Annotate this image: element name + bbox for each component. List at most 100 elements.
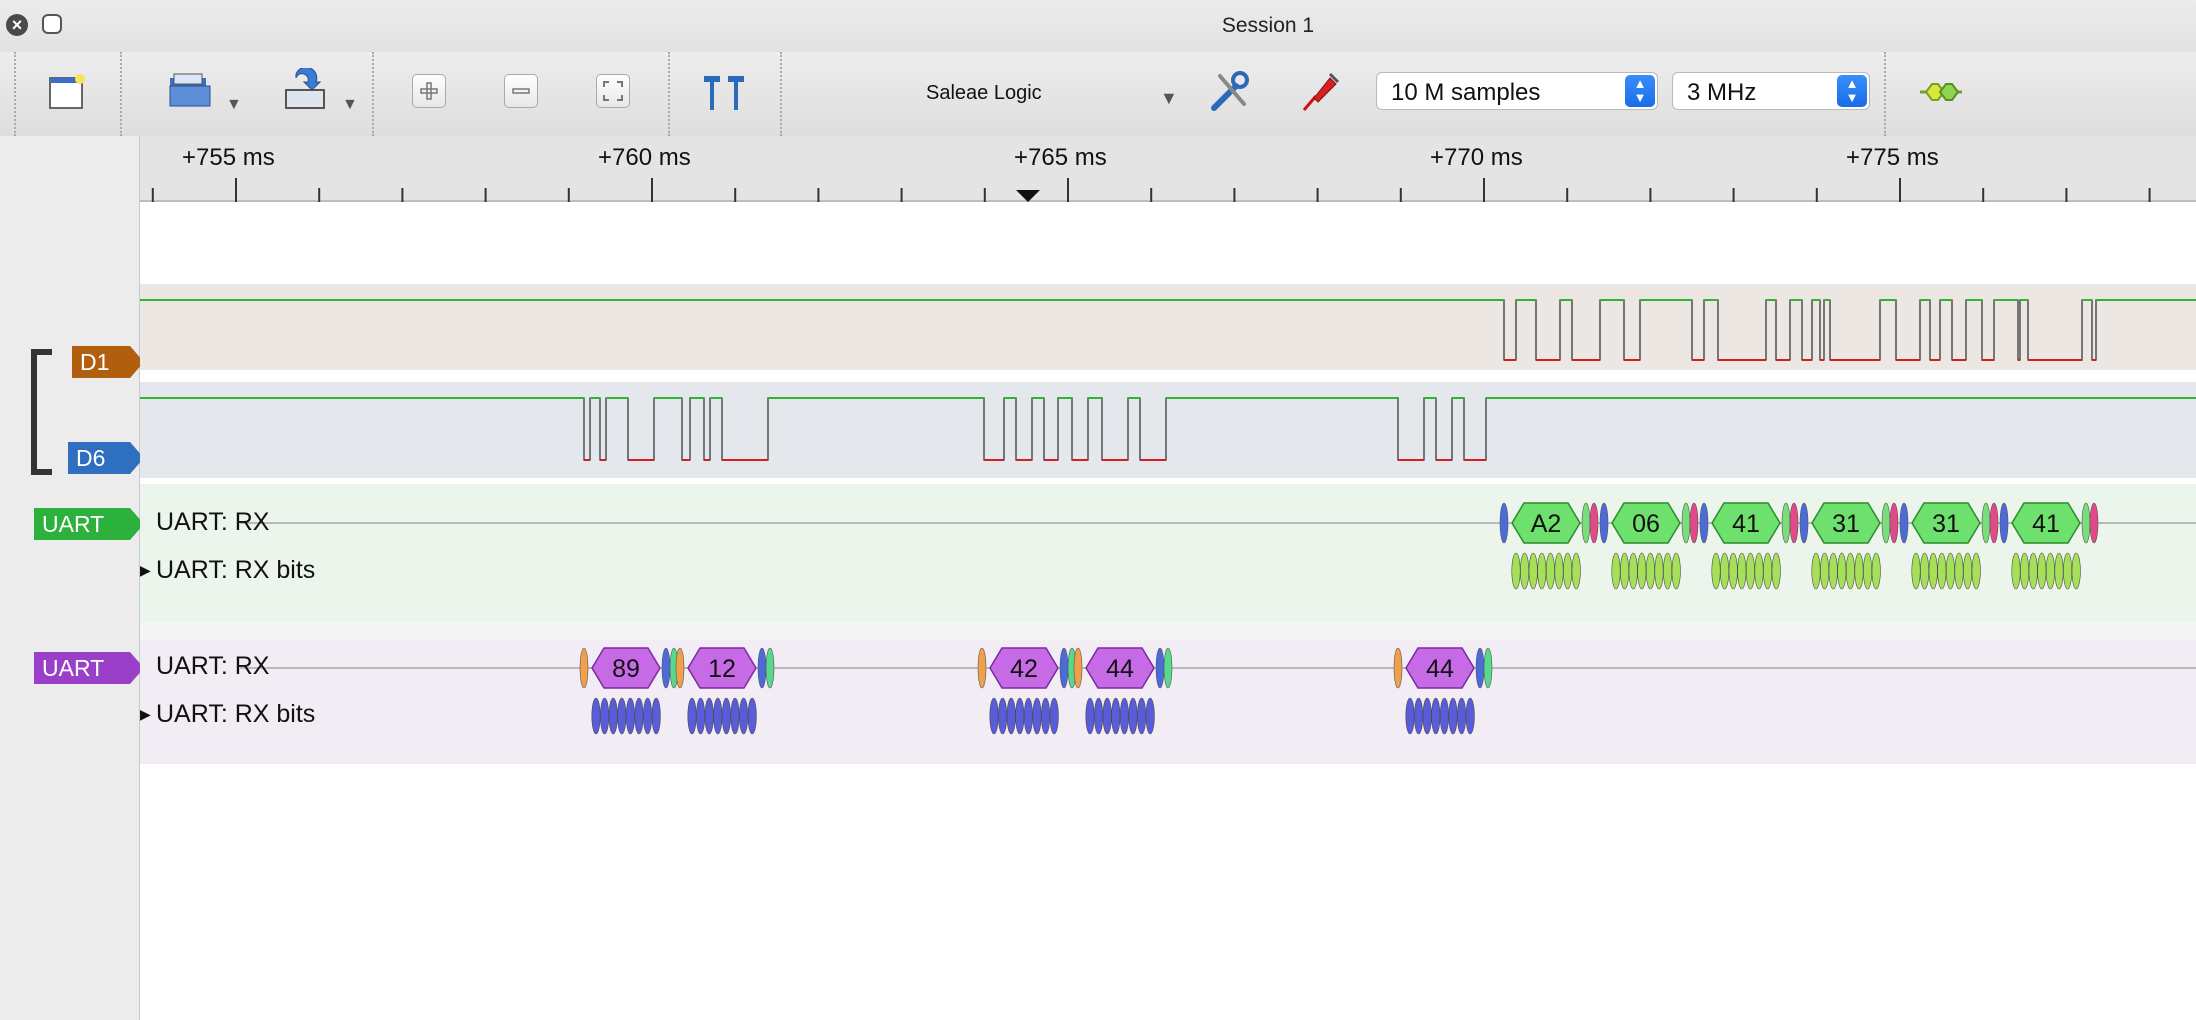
- bit-mark: [1102, 697, 1112, 735]
- bit-mark: [1015, 697, 1025, 735]
- uart-2-byte: 89: [591, 647, 661, 689]
- export-icon: [285, 66, 325, 109]
- byte-frame: [1911, 502, 1981, 544]
- uart-1-byte: 31: [1811, 502, 1881, 544]
- byte-frame: [1085, 647, 1155, 689]
- channel-label-d6: D6: [76, 445, 106, 471]
- bit-mark: [1137, 697, 1147, 735]
- bit-mark: [1571, 552, 1581, 590]
- bit-mark: [651, 697, 661, 735]
- uart-1-bits: [1711, 552, 1781, 590]
- cursor-marker-icon: [1016, 190, 1040, 202]
- analyzers-button[interactable]: [1918, 78, 1964, 106]
- expand-uart-1-bits-icon[interactable]: ▶: [140, 562, 151, 578]
- bit-mark: [1854, 552, 1864, 590]
- byte-frame: [1811, 502, 1881, 544]
- zoom-fit-button[interactable]: [596, 74, 630, 108]
- zoom-in-button[interactable]: [412, 74, 446, 108]
- stop-bit-mark: [1155, 647, 1165, 689]
- waveform-area[interactable]: A2 06 41 31 31 41 89 12 42 44 44 UART: RX ▶ UART: …: [140, 202, 2196, 1020]
- toolbar-separator: [120, 52, 122, 136]
- bit-mark: [1422, 697, 1432, 735]
- new-session-button[interactable]: [48, 72, 86, 110]
- bit-mark: [2011, 552, 2021, 590]
- uart-1-byte: A2: [1511, 502, 1581, 544]
- bit-mark: [1863, 552, 1873, 590]
- bit-mark: [1448, 697, 1458, 735]
- bit-mark: [730, 697, 740, 735]
- export-button[interactable]: [282, 66, 328, 112]
- bit-mark: [1720, 552, 1730, 590]
- start-bit-mark: [1073, 647, 1083, 689]
- analyzer-icon: [1920, 83, 1962, 101]
- bit-mark: [1737, 552, 1747, 590]
- device-name[interactable]: Saleae Logic: [926, 82, 1042, 104]
- bit-mark: [1049, 697, 1059, 735]
- trigger-probe-button[interactable]: [1300, 70, 1340, 114]
- tick-label: +765 ms: [1014, 144, 1107, 171]
- bit-mark: [2028, 552, 2038, 590]
- add-marker-button[interactable]: [700, 72, 750, 112]
- analyzer-tag-uart-1[interactable]: UART: [34, 508, 144, 540]
- rate-stepper[interactable]: ▲ ▼: [1837, 75, 1867, 107]
- expand-uart-2-bits-icon[interactable]: ▶: [140, 706, 151, 722]
- stop-bit-mark: [1483, 647, 1493, 689]
- samples-select[interactable]: 10 M samples ▲ ▼: [1376, 72, 1658, 110]
- bit-mark: [1937, 552, 1947, 590]
- channel-tag-d1[interactable]: D1: [72, 346, 144, 378]
- bit-mark: [2037, 552, 2047, 590]
- start-bit-mark: [1393, 647, 1403, 689]
- d1-waveform: [140, 299, 2196, 361]
- bit-mark: [1711, 552, 1721, 590]
- toolbar-separator: [372, 52, 374, 136]
- bit-mark: [1845, 552, 1855, 590]
- bit-mark: [1457, 697, 1467, 735]
- stop-bit-mark: [1989, 502, 1999, 544]
- bit-mark: [1963, 552, 1973, 590]
- bit-mark: [1745, 552, 1755, 590]
- uart-1-bits: [1611, 552, 1681, 590]
- time-ruler[interactable]: +755 ms +760 ms +765 ms +770 ms +775 ms: [140, 136, 2196, 202]
- uart-2-bits: [687, 697, 757, 735]
- export-dropdown-arrow[interactable]: ▼: [342, 96, 358, 113]
- bit-mark: [1771, 552, 1781, 590]
- restore-window-button[interactable]: [42, 14, 62, 34]
- bit-mark: [1920, 552, 1930, 590]
- analyzer-tag-label: UART: [42, 655, 105, 681]
- start-bit-mark: [675, 647, 685, 689]
- start-bit-mark: [977, 647, 987, 689]
- new-document-icon: [49, 74, 85, 109]
- stop-bit-mark: [1689, 502, 1699, 544]
- stop-bit-mark: [1581, 502, 1591, 544]
- open-dropdown-arrow[interactable]: ▼: [226, 96, 242, 113]
- byte-frame: [1511, 502, 1581, 544]
- byte-frame: [687, 647, 757, 689]
- uart-2-byte: 12: [687, 647, 757, 689]
- toolbar-separator: [668, 52, 670, 136]
- bit-mark: [1971, 552, 1981, 590]
- bit-mark: [1811, 552, 1821, 590]
- bit-mark: [2071, 552, 2081, 590]
- samples-stepper[interactable]: ▲ ▼: [1625, 75, 1655, 107]
- open-button[interactable]: [166, 70, 212, 112]
- uart-2-bits: [1405, 697, 1475, 735]
- device-dropdown-arrow[interactable]: ▼: [1160, 88, 1178, 108]
- bit-mark: [600, 697, 610, 735]
- zoom-out-button[interactable]: [504, 74, 538, 108]
- bit-mark: [1954, 552, 1964, 590]
- stop-bit-mark: [1889, 502, 1899, 544]
- channel-tag-d6[interactable]: D6: [68, 442, 144, 474]
- lane-gap: [140, 622, 2196, 640]
- rate-select[interactable]: 3 MHz ▲ ▼: [1672, 72, 1870, 110]
- close-window-button[interactable]: ×: [6, 14, 28, 36]
- bit-mark: [634, 697, 644, 735]
- byte-value: A2: [1531, 510, 1562, 538]
- stop-bit-mark: [1789, 502, 1799, 544]
- options-button[interactable]: [1206, 68, 1252, 114]
- stop-bit-mark: [1681, 502, 1691, 544]
- bit-mark: [721, 697, 731, 735]
- start-bit-mark: [1999, 502, 2009, 544]
- uart-2-byte: 44: [1085, 647, 1155, 689]
- analyzer-tag-uart-2[interactable]: UART: [34, 652, 144, 684]
- lane-d1: [140, 284, 2196, 370]
